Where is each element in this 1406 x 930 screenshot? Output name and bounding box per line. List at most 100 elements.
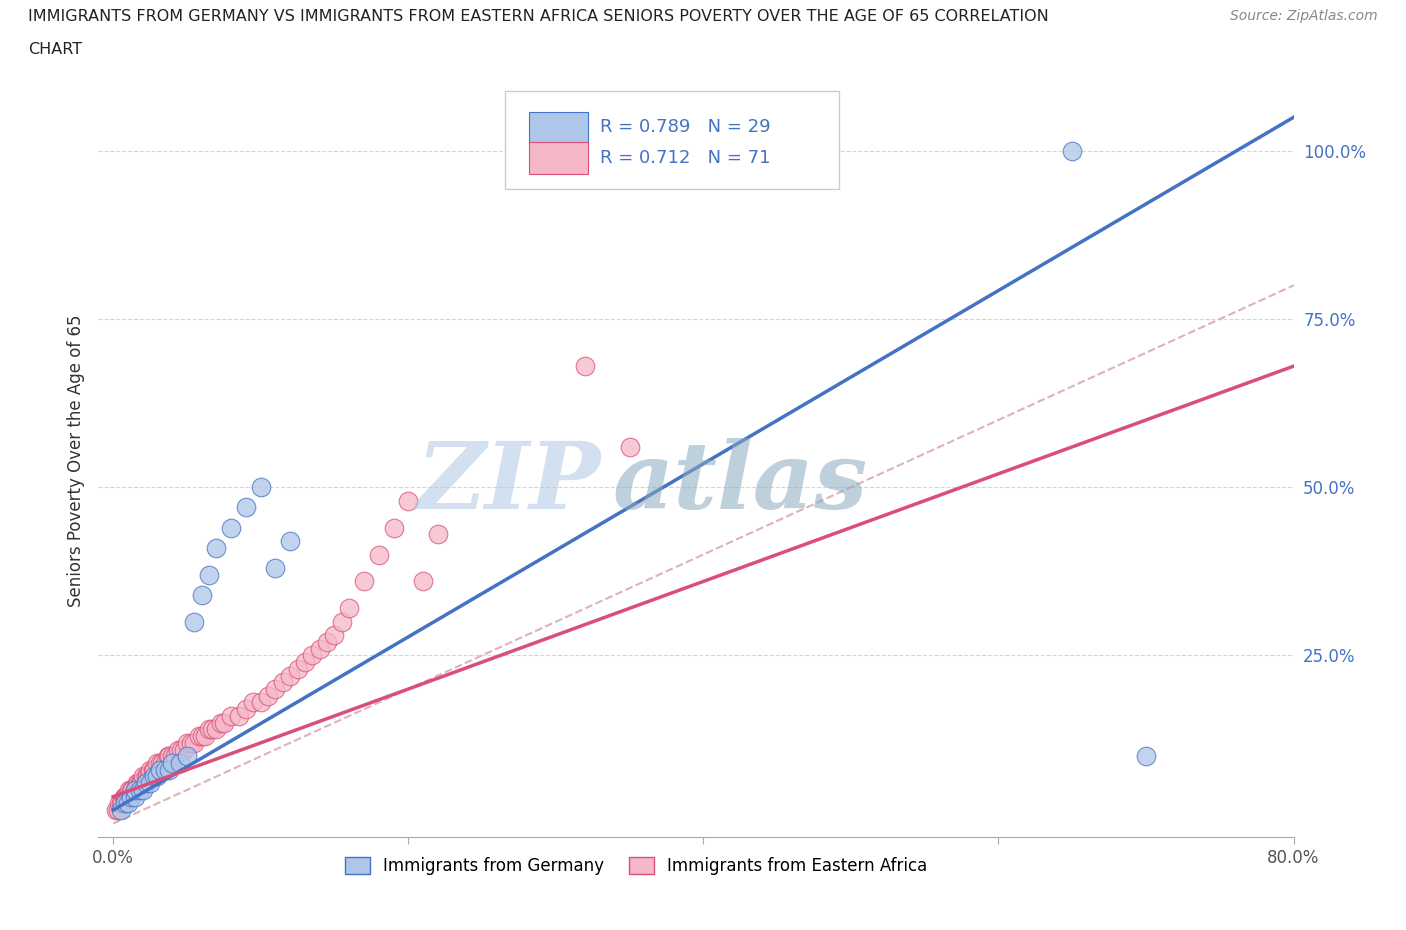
Point [120, 782, 142, 797]
Point [194, 729, 217, 744]
Text: Source: ZipAtlas.com: Source: ZipAtlas.com [1230, 9, 1378, 23]
Point [156, 749, 179, 764]
Point [153, 763, 176, 777]
Point [157, 763, 180, 777]
Point [264, 682, 287, 697]
FancyBboxPatch shape [505, 91, 839, 189]
Point [219, 709, 242, 724]
Point [183, 615, 205, 630]
Text: atlas: atlas [613, 438, 868, 528]
Point [170, 742, 193, 757]
Point [121, 782, 143, 797]
Point [128, 782, 150, 797]
Point [117, 796, 139, 811]
Point [110, 796, 132, 811]
Point [139, 776, 162, 790]
Point [187, 729, 209, 744]
Point [149, 763, 172, 777]
Point [249, 480, 271, 495]
Point [124, 782, 146, 797]
Text: ZIP: ZIP [416, 438, 600, 528]
Point [323, 628, 346, 643]
Point [127, 776, 149, 790]
Point [294, 655, 316, 670]
Point [160, 749, 183, 764]
Point [128, 776, 150, 790]
Point [228, 709, 250, 724]
Point [219, 520, 242, 535]
Text: R = 0.712   N = 71: R = 0.712 N = 71 [600, 150, 770, 167]
Point [146, 769, 169, 784]
Point [337, 601, 360, 616]
Point [114, 796, 136, 811]
Point [143, 763, 166, 777]
Point [212, 715, 235, 730]
Point [136, 769, 159, 784]
Point [146, 755, 169, 770]
Point [138, 769, 160, 784]
Point [143, 769, 166, 784]
Point [160, 755, 183, 770]
Text: CHART: CHART [28, 42, 82, 57]
Point [124, 790, 146, 804]
Point [150, 755, 173, 770]
Point [120, 790, 142, 804]
Point [117, 790, 139, 804]
Point [169, 755, 191, 770]
Point [115, 790, 138, 804]
Point [257, 688, 280, 703]
Point [235, 702, 257, 717]
Point [412, 574, 434, 589]
Point [316, 634, 339, 649]
Point [139, 763, 162, 777]
Point [111, 796, 134, 811]
Point [264, 561, 287, 576]
Point [105, 803, 128, 817]
Point [165, 749, 187, 764]
Point [110, 803, 132, 817]
Point [124, 782, 146, 797]
Point [426, 527, 449, 542]
Point [131, 782, 153, 797]
Point [278, 668, 301, 683]
Point [107, 803, 129, 817]
Point [135, 776, 157, 790]
Text: R = 0.789   N = 29: R = 0.789 N = 29 [600, 118, 770, 137]
Point [1135, 749, 1157, 764]
Point [353, 574, 375, 589]
Point [198, 722, 221, 737]
Point [201, 722, 224, 737]
Point [209, 715, 232, 730]
Point [108, 796, 131, 811]
Point [114, 790, 136, 804]
Point [205, 540, 228, 555]
Legend: Immigrants from Germany, Immigrants from Eastern Africa: Immigrants from Germany, Immigrants from… [337, 850, 935, 882]
FancyBboxPatch shape [529, 113, 589, 144]
Point [167, 742, 190, 757]
Point [287, 661, 309, 676]
Point [1062, 143, 1084, 158]
Point [574, 359, 596, 374]
Point [135, 769, 157, 784]
Point [125, 776, 148, 790]
Point [190, 588, 212, 603]
FancyBboxPatch shape [529, 142, 589, 174]
Point [278, 534, 301, 549]
Point [176, 749, 198, 764]
Point [619, 440, 641, 455]
Point [301, 648, 323, 663]
Text: IMMIGRANTS FROM GERMANY VS IMMIGRANTS FROM EASTERN AFRICA SENIORS POVERTY OVER T: IMMIGRANTS FROM GERMANY VS IMMIGRANTS FR… [28, 9, 1049, 24]
Point [271, 675, 294, 690]
Point [142, 763, 165, 777]
Point [131, 769, 153, 784]
Point [173, 742, 195, 757]
Point [382, 520, 405, 535]
Point [242, 695, 264, 710]
Point [129, 776, 152, 790]
Point [205, 722, 228, 737]
Point [149, 755, 172, 770]
Point [190, 729, 212, 744]
Point [396, 493, 419, 508]
Point [180, 736, 202, 751]
Point [308, 642, 330, 657]
